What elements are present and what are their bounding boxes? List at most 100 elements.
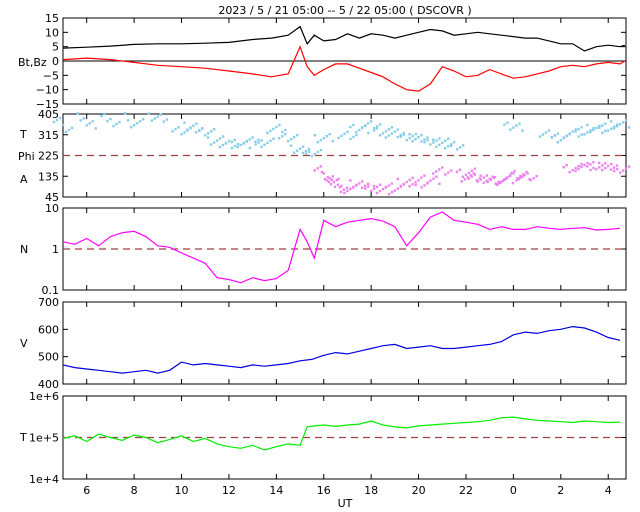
- panel-frame: [62, 301, 627, 385]
- data-point: [195, 122, 198, 125]
- data-point: [61, 123, 65, 127]
- x-tick-label: 2: [557, 484, 564, 497]
- data-point: [479, 174, 482, 177]
- data-point: [375, 185, 379, 188]
- data-point: [375, 125, 379, 128]
- data-point: [209, 143, 213, 146]
- data-point: [479, 178, 483, 181]
- data-point: [326, 175, 330, 179]
- y-tick-label: 315: [38, 129, 59, 142]
- data-point: [405, 138, 408, 142]
- data-point: [316, 150, 320, 154]
- data-point: [592, 128, 595, 132]
- data-point: [586, 165, 589, 168]
- data-point: [352, 186, 355, 189]
- data-point: [342, 188, 346, 191]
- data-point: [512, 172, 515, 175]
- panel-speed: V 700 600 500 400: [20, 296, 627, 391]
- data-point: [390, 126, 394, 129]
- data-point: [595, 126, 598, 130]
- data-point: [112, 124, 115, 128]
- data-point: [236, 145, 239, 149]
- data-point: [218, 137, 222, 140]
- data-point: [583, 133, 586, 136]
- data-point: [574, 128, 577, 131]
- data-point: [156, 115, 160, 118]
- y-tick-label: 45: [45, 191, 59, 204]
- data-point: [138, 120, 142, 123]
- data-point: [604, 122, 607, 125]
- data-point: [338, 185, 342, 189]
- data-point: [438, 168, 441, 171]
- data-point: [327, 180, 331, 183]
- data-point: [610, 162, 613, 166]
- data-point: [396, 135, 399, 139]
- data-point: [352, 123, 355, 127]
- data-point: [378, 183, 382, 186]
- data-point: [556, 141, 560, 144]
- data-point: [601, 131, 604, 135]
- data-point: [254, 140, 257, 144]
- data-point: [363, 184, 367, 187]
- data-point: [402, 131, 405, 135]
- series-line-v: [62, 325, 621, 374]
- data-point: [257, 141, 260, 144]
- data-point: [364, 187, 367, 190]
- data-point: [390, 132, 394, 135]
- data-point: [316, 141, 319, 144]
- data-point: [521, 129, 524, 132]
- data-point: [346, 130, 349, 134]
- data-point: [443, 147, 447, 150]
- data-point: [464, 173, 468, 176]
- data-point: [183, 131, 186, 134]
- data-point: [94, 127, 97, 130]
- data-point: [452, 141, 456, 144]
- data-point: [408, 178, 411, 182]
- data-point: [346, 189, 349, 193]
- data-point: [463, 178, 466, 181]
- data-point: [248, 146, 251, 150]
- y-tick-label: −15: [36, 98, 59, 111]
- data-point: [295, 149, 299, 152]
- data-point: [423, 184, 426, 187]
- data-point: [366, 122, 370, 125]
- data-point: [589, 168, 592, 172]
- data-point: [272, 127, 275, 131]
- data-point: [396, 177, 399, 181]
- data-point: [396, 128, 400, 131]
- x-tick-label: 14: [269, 484, 283, 497]
- data-point: [289, 144, 293, 147]
- data-point: [444, 139, 447, 143]
- data-point: [535, 175, 538, 178]
- data-point: [470, 169, 474, 172]
- data-point: [473, 173, 477, 176]
- data-point: [192, 124, 195, 127]
- ylabel-v: V: [20, 337, 28, 350]
- data-point: [352, 135, 355, 139]
- x-tick-label: 22: [459, 484, 473, 497]
- data-point: [517, 178, 520, 181]
- data-point: [580, 126, 583, 129]
- data-point: [473, 167, 477, 170]
- data-point: [331, 140, 334, 143]
- data-point: [618, 123, 622, 126]
- data-point: [506, 176, 509, 179]
- data-point: [64, 130, 68, 134]
- data-point: [621, 121, 625, 124]
- data-point: [506, 121, 509, 124]
- data-point: [467, 171, 471, 174]
- data-point: [251, 136, 254, 139]
- data-point: [482, 176, 486, 179]
- data-point: [296, 134, 299, 137]
- data-point: [532, 177, 535, 180]
- data-point: [499, 180, 503, 184]
- data-point: [260, 139, 263, 142]
- data-point: [313, 134, 316, 137]
- data-point: [616, 123, 619, 126]
- data-point: [598, 126, 601, 129]
- data-point: [349, 179, 352, 182]
- data-point: [281, 135, 284, 138]
- data-point: [604, 166, 607, 170]
- data-point: [601, 124, 604, 127]
- data-point: [538, 135, 542, 138]
